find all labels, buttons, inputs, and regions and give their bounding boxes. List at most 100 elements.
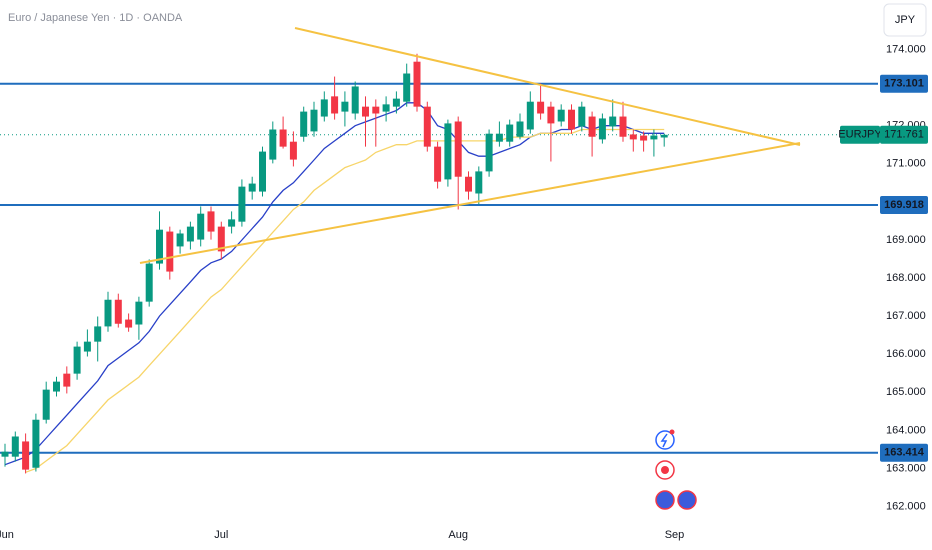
trendline-upper (294, 27, 801, 146)
candle-body (279, 129, 287, 147)
y-tick-label: 165.000 (886, 386, 926, 398)
candle-body (568, 109, 575, 130)
candle-body (392, 98, 400, 107)
candle-body (22, 441, 30, 470)
event-icon[interactable] (677, 490, 697, 510)
plot-area (0, 53, 878, 474)
level-label-box (880, 74, 928, 93)
candle-body (362, 106, 369, 117)
candle-body (650, 135, 658, 140)
moving-average-line (25, 128, 665, 473)
candle-body (259, 151, 266, 192)
candle-body (73, 346, 81, 374)
candle-body (300, 111, 308, 137)
candle-body (186, 226, 194, 242)
candle-body (413, 61, 421, 107)
candle-body (320, 99, 328, 117)
currency-button[interactable] (883, 3, 927, 37)
last-price-box (880, 125, 928, 144)
candle-body (547, 106, 555, 124)
overlay-labels: 173.101 169.918 163.414 EURJPY 171.761 (838, 74, 928, 462)
candle-body (485, 133, 493, 172)
candle-body (588, 116, 596, 137)
candle-body (310, 109, 318, 132)
currency-button-label[interactable]: JPY (895, 14, 916, 26)
candle-body (578, 106, 586, 127)
level-label: 173.101 (884, 78, 924, 90)
candle-body (228, 219, 236, 227)
candle-body (557, 109, 565, 122)
candle-body (1, 451, 9, 457)
moving-average-line (4, 102, 665, 466)
candle-body (444, 123, 452, 180)
candle-body (238, 186, 246, 222)
chart-title: Euro / Japanese Yen · 1D · OANDA (8, 12, 183, 24)
x-tick-label: Sep (665, 529, 685, 541)
candle-body (660, 134, 668, 138)
candle-body (135, 301, 143, 325)
candle-body (32, 419, 40, 468)
candle-body (217, 226, 225, 252)
level-label: 169.918 (884, 199, 924, 211)
candle-body (94, 326, 102, 342)
y-tick-label: 167.000 (886, 310, 926, 322)
event-icon[interactable] (655, 430, 675, 450)
candle-body (341, 101, 349, 112)
trendline-lower (139, 142, 801, 264)
candle-body (11, 436, 19, 457)
y-tick-label: 163.000 (886, 462, 926, 474)
candle-body (609, 116, 617, 127)
level-label-box (880, 195, 928, 214)
symbol-label-box (840, 125, 880, 144)
candle-body (176, 233, 184, 247)
candle-body (156, 229, 163, 264)
candle-body (403, 73, 411, 102)
x-tick-label: Jul (214, 529, 228, 541)
candle-body (598, 118, 606, 140)
candle-body (125, 319, 133, 328)
candle-body (104, 299, 112, 327)
candle-body (166, 231, 174, 272)
candle-body (372, 106, 380, 114)
event-icon-glyph (661, 466, 669, 474)
candle-body (537, 101, 545, 114)
y-tick-label: 171.000 (886, 158, 926, 170)
candle-body (495, 133, 503, 142)
event-icon-glyph (660, 433, 668, 448)
candle-body (269, 129, 277, 160)
candle-body (53, 381, 60, 392)
candle-body (83, 341, 91, 352)
candle-body (434, 146, 442, 182)
candle-body (629, 134, 637, 140)
last-price-label: 171.761 (884, 129, 924, 141)
candle-body (454, 121, 462, 177)
y-tick-label: 169.000 (886, 234, 926, 246)
candle-body (640, 135, 648, 141)
symbol-label: EURJPY (838, 129, 882, 141)
candle-body (475, 171, 483, 194)
candle-body (382, 104, 390, 112)
candle-body (506, 124, 514, 142)
candle-body (331, 96, 339, 114)
y-tick-label: 174.000 (886, 43, 926, 55)
y-tick-label: 168.000 (886, 272, 926, 284)
y-tick-label: 164.000 (886, 424, 926, 436)
y-tick-label: 162.000 (886, 500, 926, 512)
candle-body (619, 116, 627, 137)
event-icons (655, 429, 697, 510)
x-tick-label: Aug (448, 529, 468, 541)
candle-body (289, 141, 297, 160)
level-label-box (880, 443, 928, 462)
candle-body (63, 373, 71, 387)
event-icon[interactable] (655, 490, 675, 510)
candle-body (42, 389, 50, 420)
y-tick-label: 166.000 (886, 348, 926, 360)
level-label: 163.414 (884, 447, 925, 459)
candle-body (351, 86, 359, 114)
candle-body (145, 263, 153, 302)
candle-body (423, 106, 431, 147)
candle-body (526, 101, 534, 130)
